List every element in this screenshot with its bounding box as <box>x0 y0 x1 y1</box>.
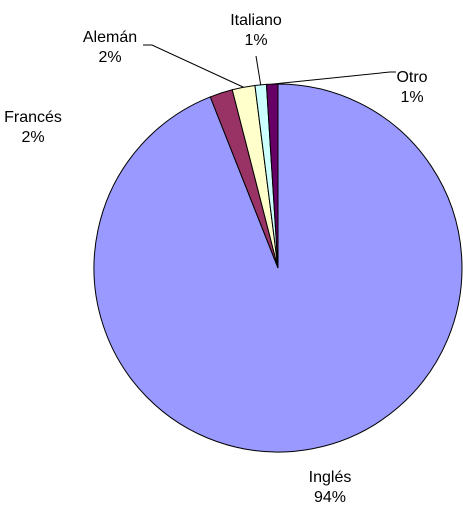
slice-value-label: 2% <box>98 49 121 66</box>
slice-label: Inglés <box>309 469 352 486</box>
slice-label: Italiano <box>230 12 282 29</box>
slice-label: Alemán <box>83 29 137 46</box>
slice-value-label: 2% <box>21 129 44 146</box>
slice-value-label: 94% <box>314 489 346 506</box>
slice-value-label: 1% <box>400 89 423 106</box>
leader-line <box>255 55 262 85</box>
slice-label: Francés <box>4 109 62 126</box>
leader-line <box>272 71 396 85</box>
slice-label: Otro <box>396 69 427 86</box>
leader-line <box>143 44 244 88</box>
slice-value-label: 1% <box>244 32 267 49</box>
